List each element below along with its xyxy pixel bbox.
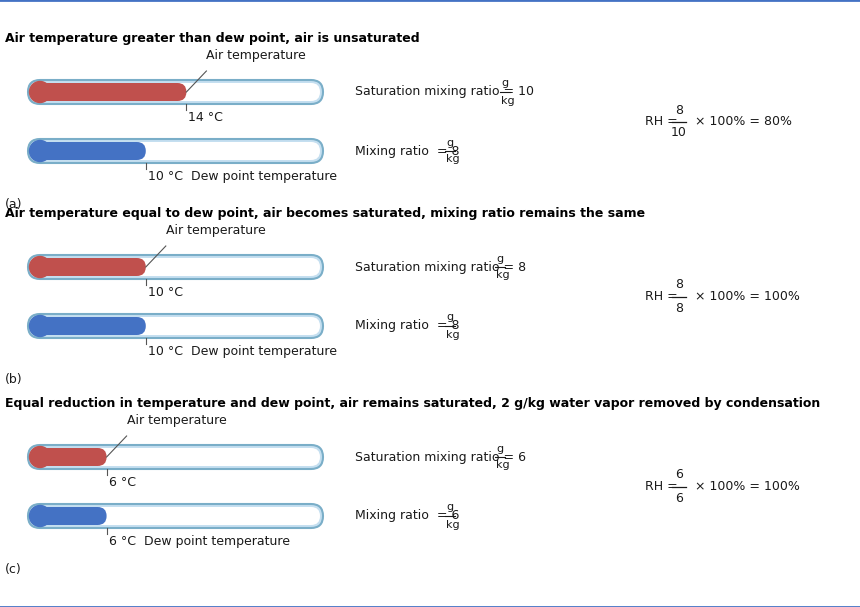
FancyBboxPatch shape (31, 142, 146, 160)
FancyBboxPatch shape (28, 314, 323, 338)
Text: kg: kg (445, 155, 459, 164)
Text: (a): (a) (5, 198, 22, 211)
Text: g: g (445, 313, 453, 322)
Text: 6: 6 (675, 492, 683, 504)
Text: × 100% = 80%: × 100% = 80% (691, 115, 792, 128)
FancyBboxPatch shape (31, 83, 320, 101)
FancyBboxPatch shape (28, 80, 323, 104)
Circle shape (29, 81, 51, 103)
Text: Mixing ratio  = 6: Mixing ratio = 6 (355, 509, 464, 523)
Text: 10 °C: 10 °C (148, 286, 183, 299)
Text: Saturation mixing ratio = 8: Saturation mixing ratio = 8 (355, 260, 530, 274)
Text: g: g (501, 78, 508, 89)
Text: Air temperature greater than dew point, air is unsaturated: Air temperature greater than dew point, … (5, 32, 420, 45)
FancyBboxPatch shape (28, 445, 323, 469)
Text: Air temperature: Air temperature (166, 224, 266, 237)
Text: RH =: RH = (645, 480, 682, 493)
Text: g: g (445, 138, 453, 148)
Text: × 100% = 100%: × 100% = 100% (691, 290, 800, 303)
Text: Air temperature: Air temperature (126, 414, 226, 427)
Text: 8: 8 (675, 302, 683, 314)
Text: 10 °C  Dew point temperature: 10 °C Dew point temperature (148, 170, 337, 183)
Text: × 100% = 100%: × 100% = 100% (691, 480, 800, 493)
Text: 10 °C  Dew point temperature: 10 °C Dew point temperature (148, 345, 337, 358)
FancyBboxPatch shape (31, 448, 320, 466)
FancyBboxPatch shape (31, 507, 320, 525)
Text: Mixing ratio  = 8: Mixing ratio = 8 (355, 319, 464, 333)
Circle shape (29, 257, 51, 277)
Text: kg: kg (445, 520, 459, 529)
FancyBboxPatch shape (31, 317, 146, 335)
Text: 10: 10 (671, 126, 687, 140)
Text: (b): (b) (5, 373, 22, 386)
FancyBboxPatch shape (31, 258, 146, 276)
FancyBboxPatch shape (28, 504, 323, 528)
Text: kg: kg (496, 461, 510, 470)
FancyBboxPatch shape (31, 83, 187, 101)
FancyBboxPatch shape (31, 507, 107, 525)
Text: kg: kg (445, 330, 459, 339)
Text: Air temperature: Air temperature (206, 49, 306, 62)
Circle shape (29, 316, 51, 336)
Text: RH =: RH = (645, 290, 682, 303)
Text: Saturation mixing ratio = 6: Saturation mixing ratio = 6 (355, 450, 530, 464)
Text: 8: 8 (675, 279, 683, 291)
Text: 6: 6 (675, 469, 683, 481)
FancyBboxPatch shape (31, 317, 320, 335)
Text: 6 °C  Dew point temperature: 6 °C Dew point temperature (108, 535, 290, 548)
Text: g: g (496, 444, 503, 453)
Text: Air temperature equal to dew point, air becomes saturated, mixing ratio remains : Air temperature equal to dew point, air … (5, 207, 645, 220)
FancyBboxPatch shape (31, 258, 320, 276)
Text: Mixing ratio  = 8: Mixing ratio = 8 (355, 144, 464, 157)
Circle shape (29, 140, 51, 161)
FancyBboxPatch shape (31, 142, 320, 160)
Text: 14 °C: 14 °C (188, 111, 224, 124)
Text: RH =: RH = (645, 115, 682, 128)
Text: (c): (c) (5, 563, 22, 576)
Text: g: g (496, 254, 503, 263)
Text: 8: 8 (675, 104, 683, 117)
Text: 6 °C: 6 °C (108, 476, 136, 489)
Text: kg: kg (501, 95, 515, 106)
Text: g: g (445, 503, 453, 512)
Text: Saturation mixing ratio = 10: Saturation mixing ratio = 10 (355, 86, 538, 98)
Circle shape (29, 506, 51, 526)
FancyBboxPatch shape (31, 448, 107, 466)
Text: Equal reduction in temperature and dew point, air remains saturated, 2 g/kg wate: Equal reduction in temperature and dew p… (5, 397, 820, 410)
FancyBboxPatch shape (28, 255, 323, 279)
FancyBboxPatch shape (28, 139, 323, 163)
Text: kg: kg (496, 271, 510, 280)
Circle shape (29, 447, 51, 467)
